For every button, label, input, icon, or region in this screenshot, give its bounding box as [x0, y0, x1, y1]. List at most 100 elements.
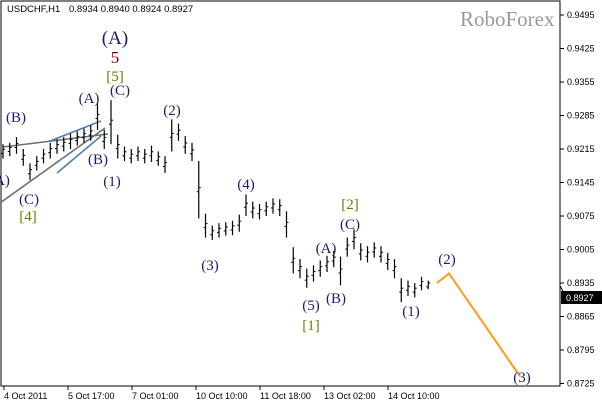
ohlc-bar — [298, 259, 302, 279]
ohlc-bar — [372, 242, 377, 258]
ohlc-bar — [142, 149, 147, 164]
ohlc-bar — [257, 204, 262, 220]
wave-labels: (A)5[5](A)(C)(B)(2)(B)(1)A)(C)[4](4)(3)[… — [0, 28, 531, 386]
price-bars — [1, 100, 431, 303]
y-tick-label: 0.8795 — [567, 345, 595, 355]
ohlc-bar — [136, 146, 140, 161]
ohlc-bar — [237, 214, 242, 232]
wave-label: (A) — [316, 241, 337, 257]
ohlc-bar — [14, 137, 19, 154]
triangle-line-upper — [49, 120, 102, 142]
ohlc-bar — [48, 142, 53, 159]
ohlc-bar — [115, 134, 120, 159]
ohlc-bar — [34, 156, 39, 171]
ohlc-bar — [392, 259, 397, 279]
ohlc-bar — [345, 237, 350, 257]
ohlc-bar — [190, 142, 194, 161]
current-price-tag: 0.8927 — [559, 285, 602, 304]
x-tick-label: 5 Oct 17:00 — [68, 391, 115, 401]
wave-label: (B) — [6, 110, 26, 126]
trendline-lower — [0, 127, 106, 204]
ohlc-bar — [412, 283, 417, 298]
ohlc-bar — [352, 229, 356, 250]
trendline-upper — [2, 133, 109, 148]
current-price-value: 0.8927 — [566, 293, 594, 303]
ohlc-bar — [311, 265, 316, 282]
ohlc-bar — [325, 255, 329, 272]
ohlc-bar — [399, 278, 404, 303]
ohlc-bar — [28, 163, 32, 181]
ohlc-bar — [385, 252, 390, 271]
y-tick-label: 0.8935 — [567, 278, 595, 288]
ohlc-bar — [149, 145, 154, 162]
wave-label: (2) — [163, 103, 181, 119]
ohlc-bar — [230, 220, 235, 236]
ohlc-bar — [338, 256, 343, 286]
ohlc-bar — [203, 213, 208, 238]
ohlc-bar — [41, 149, 46, 164]
y-tick-label: 0.9075 — [567, 211, 595, 221]
wave-label: (A) — [102, 28, 128, 49]
ohlc-bar — [68, 133, 73, 149]
wave-label: (C) — [340, 217, 360, 233]
ohlc-bar — [271, 198, 275, 214]
y-tick-label: 0.9215 — [567, 144, 595, 154]
y-tick-label: 0.9425 — [567, 44, 595, 54]
wave-label: (B) — [88, 152, 108, 168]
x-tick-label: 14 Oct 10:00 — [388, 391, 440, 401]
ohlc-bar — [95, 103, 100, 130]
y-tick-label: 0.9145 — [567, 178, 595, 188]
ohlc-bar — [176, 123, 181, 141]
ohlc-bar — [129, 149, 134, 164]
ohlc-bar — [88, 125, 93, 141]
ohlc-bar — [358, 243, 363, 261]
y-tick-label: 0.9495 — [567, 10, 595, 20]
triangle-line-lower — [56, 135, 102, 174]
wave-label: (5) — [302, 298, 320, 314]
y-tick-label: 0.8725 — [567, 379, 595, 389]
ohlc-bar — [244, 194, 248, 216]
ohlc-bar — [7, 142, 12, 157]
ohlc-readout: 0.8934 0.8940 0.8924 0.8927 — [69, 4, 193, 15]
ohlc-bar — [55, 139, 59, 154]
ohlc-bar — [82, 128, 86, 143]
plot-frame — [0, 0, 561, 387]
wave-label: [2] — [341, 197, 359, 213]
ohlc-bar — [406, 280, 410, 296]
x-tick-label: 10 Oct 10:00 — [196, 391, 248, 401]
y-tick-label: 0.8865 — [567, 312, 595, 322]
wave-label: (4) — [237, 177, 255, 193]
ohlc-bar — [169, 119, 174, 152]
ohlc-bar — [426, 280, 431, 290]
x-tick-label: 7 Oct 01:00 — [132, 391, 179, 401]
wave-label: (2) — [438, 252, 456, 268]
wave-label: 5 — [111, 48, 120, 67]
ohlc-bar — [379, 246, 383, 263]
ohlc-bar — [21, 149, 26, 166]
symbol-label: USDCHF,H1 — [7, 4, 60, 15]
wave-label: (C) — [19, 192, 39, 208]
y-tick-label: 0.9355 — [567, 77, 595, 87]
ohlc-bar — [156, 151, 161, 166]
y-tick-label: 0.9285 — [567, 111, 595, 121]
wave-label: (A) — [79, 91, 100, 107]
ohlc-bar — [264, 201, 269, 216]
wave-label: A) — [0, 173, 10, 189]
ohlc-bar — [331, 250, 336, 268]
ohlc-bar — [196, 160, 201, 219]
ohlc-bar — [75, 131, 80, 146]
ohlc-bar — [1, 144, 5, 159]
ohlc-bar — [419, 276, 424, 291]
ohlc-bar — [163, 156, 167, 173]
ohlc-bar — [223, 222, 228, 236]
ohlc-bar — [277, 199, 282, 216]
roboforex-watermark: RoboForex — [460, 7, 555, 31]
wave-label: (B) — [326, 291, 346, 307]
ohlc-bar — [61, 137, 66, 152]
wave-label: [5] — [106, 69, 124, 85]
ohlc-bar — [365, 246, 370, 263]
ohlc-bar — [183, 136, 188, 154]
x-tick-label: 11 Oct 18:00 — [260, 391, 311, 401]
x-tick-label: 13 Oct 02:00 — [324, 391, 376, 401]
wave-label: (C) — [110, 83, 130, 99]
